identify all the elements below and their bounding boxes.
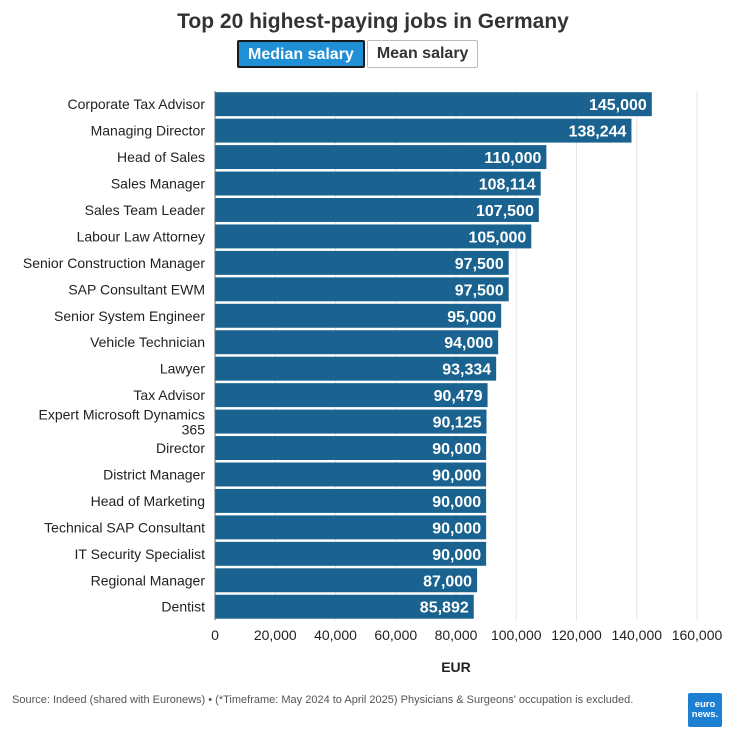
bar-value-label: 108,114 [479,177,536,194]
bar [215,224,532,249]
category-label: Technical SAP Consultant [44,519,205,535]
x-tick-label: 120,000 [551,627,602,643]
bar [215,198,539,222]
bar-chart: 145,000 Corporate Tax Advisor 138,244 Manag… [23,91,723,675]
bar [215,250,509,275]
x-tick-label: 40,000 [314,627,357,643]
x-tick-label: 20,000 [254,627,297,643]
bar-value-label: 85,892 [420,600,469,617]
category-label: Lawyer [160,361,205,377]
bar [215,118,632,143]
category-label: Head of Sales [117,149,205,165]
bar-value-label: 95,000 [447,309,496,326]
salary-toggle: Median salary Mean salary [237,40,479,68]
bar [215,409,487,434]
source-note: Source: Indeed (shared with Euronews) • … [12,694,634,706]
bar-value-label: 105,000 [468,229,526,246]
x-tick-label: 80,000 [435,627,478,643]
bar [215,92,652,117]
bar-value-label: 110,000 [484,150,541,167]
median-salary-button[interactable]: Median salary [237,40,365,68]
bar [215,568,478,593]
bar [215,436,487,460]
category-label: Vehicle Technician [90,334,205,350]
bar-value-label: 97,500 [455,256,504,273]
mean-salary-button[interactable]: Mean salary [366,40,479,68]
bar [215,383,488,408]
bar-value-label: 145,000 [589,97,647,114]
category-label: IT Security Specialist [75,546,206,562]
bar [215,171,541,196]
euronews-logo: euro news. [688,693,722,727]
category-label: Sales Manager [111,176,206,192]
bar [215,145,547,170]
bar-value-label: 90,000 [432,520,481,537]
category-label: Corporate Tax Advisor [68,96,206,112]
category-label: Managing Director [91,123,206,139]
category-label: Sales Team Leader [85,202,206,218]
category-label: District Manager [103,466,205,482]
logo-text-bottom: news. [691,709,719,720]
category-label: SAP Consultant EWM [68,281,205,297]
bar-value-label: 90,000 [432,494,481,511]
category-label: Head of Marketing [91,493,205,509]
category-label: Senior System Engineer [54,308,205,324]
bar-value-label: 90,479 [434,388,483,405]
bar-value-label: 97,500 [455,282,504,299]
bar-value-label: 90,000 [432,467,481,484]
category-label: Dentist [161,599,205,615]
category-label: Expert Microsoft Dynamics 365 [39,407,206,438]
bar [215,488,487,513]
bar-value-label: 94,000 [444,335,493,352]
category-label: Regional Manager [91,572,206,588]
x-axis-title: EUR [441,659,471,675]
bar [215,462,487,487]
bar-value-label: 93,334 [442,362,491,379]
bar-value-label: 138,244 [569,124,627,141]
bar-value-label: 90,000 [432,441,481,458]
bar-value-label: 90,000 [432,547,481,564]
bar [215,356,497,381]
bar [215,594,474,619]
category-label: Tax Advisor [133,387,205,403]
bar-value-label: 90,125 [433,415,482,432]
bar [215,541,487,566]
bar [215,303,502,328]
bar [215,330,499,355]
x-tick-label: 160,000 [672,627,723,643]
logo-text-top: euro [694,699,716,710]
chart-title: Top 20 highest-paying jobs in Germany [177,10,569,33]
category-label: Labour Law Attorney [77,228,205,244]
x-tick-label: 0 [211,627,219,643]
category-label: Director [156,440,205,456]
bar [215,277,509,302]
bar-value-label: 107,500 [476,203,534,220]
bar [215,515,487,540]
x-tick-label: 60,000 [374,627,417,643]
category-label: Senior Construction Manager [23,255,205,271]
x-tick-label: 100,000 [491,627,542,643]
bar-value-label: 87,000 [423,573,472,590]
x-tick-label: 140,000 [611,627,662,643]
